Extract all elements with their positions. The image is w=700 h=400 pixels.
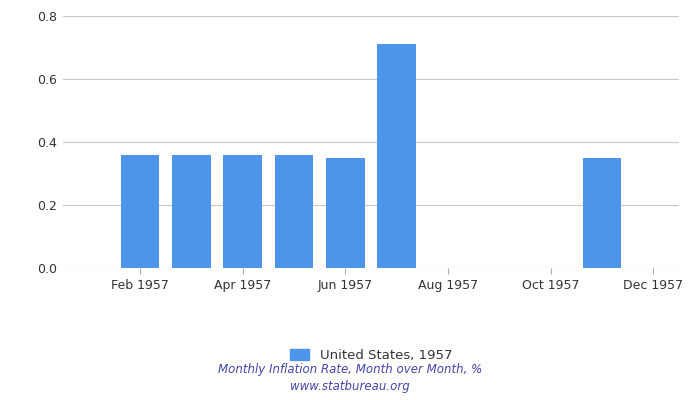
Bar xyxy=(120,154,160,268)
Bar xyxy=(582,158,622,268)
Legend: United States, 1957: United States, 1957 xyxy=(284,343,458,367)
Bar xyxy=(274,154,314,268)
Text: www.statbureau.org: www.statbureau.org xyxy=(290,380,410,393)
Bar xyxy=(172,154,211,268)
Bar xyxy=(326,158,365,268)
Bar xyxy=(223,154,262,268)
Bar xyxy=(377,44,416,268)
Text: Monthly Inflation Rate, Month over Month, %: Monthly Inflation Rate, Month over Month… xyxy=(218,364,482,376)
